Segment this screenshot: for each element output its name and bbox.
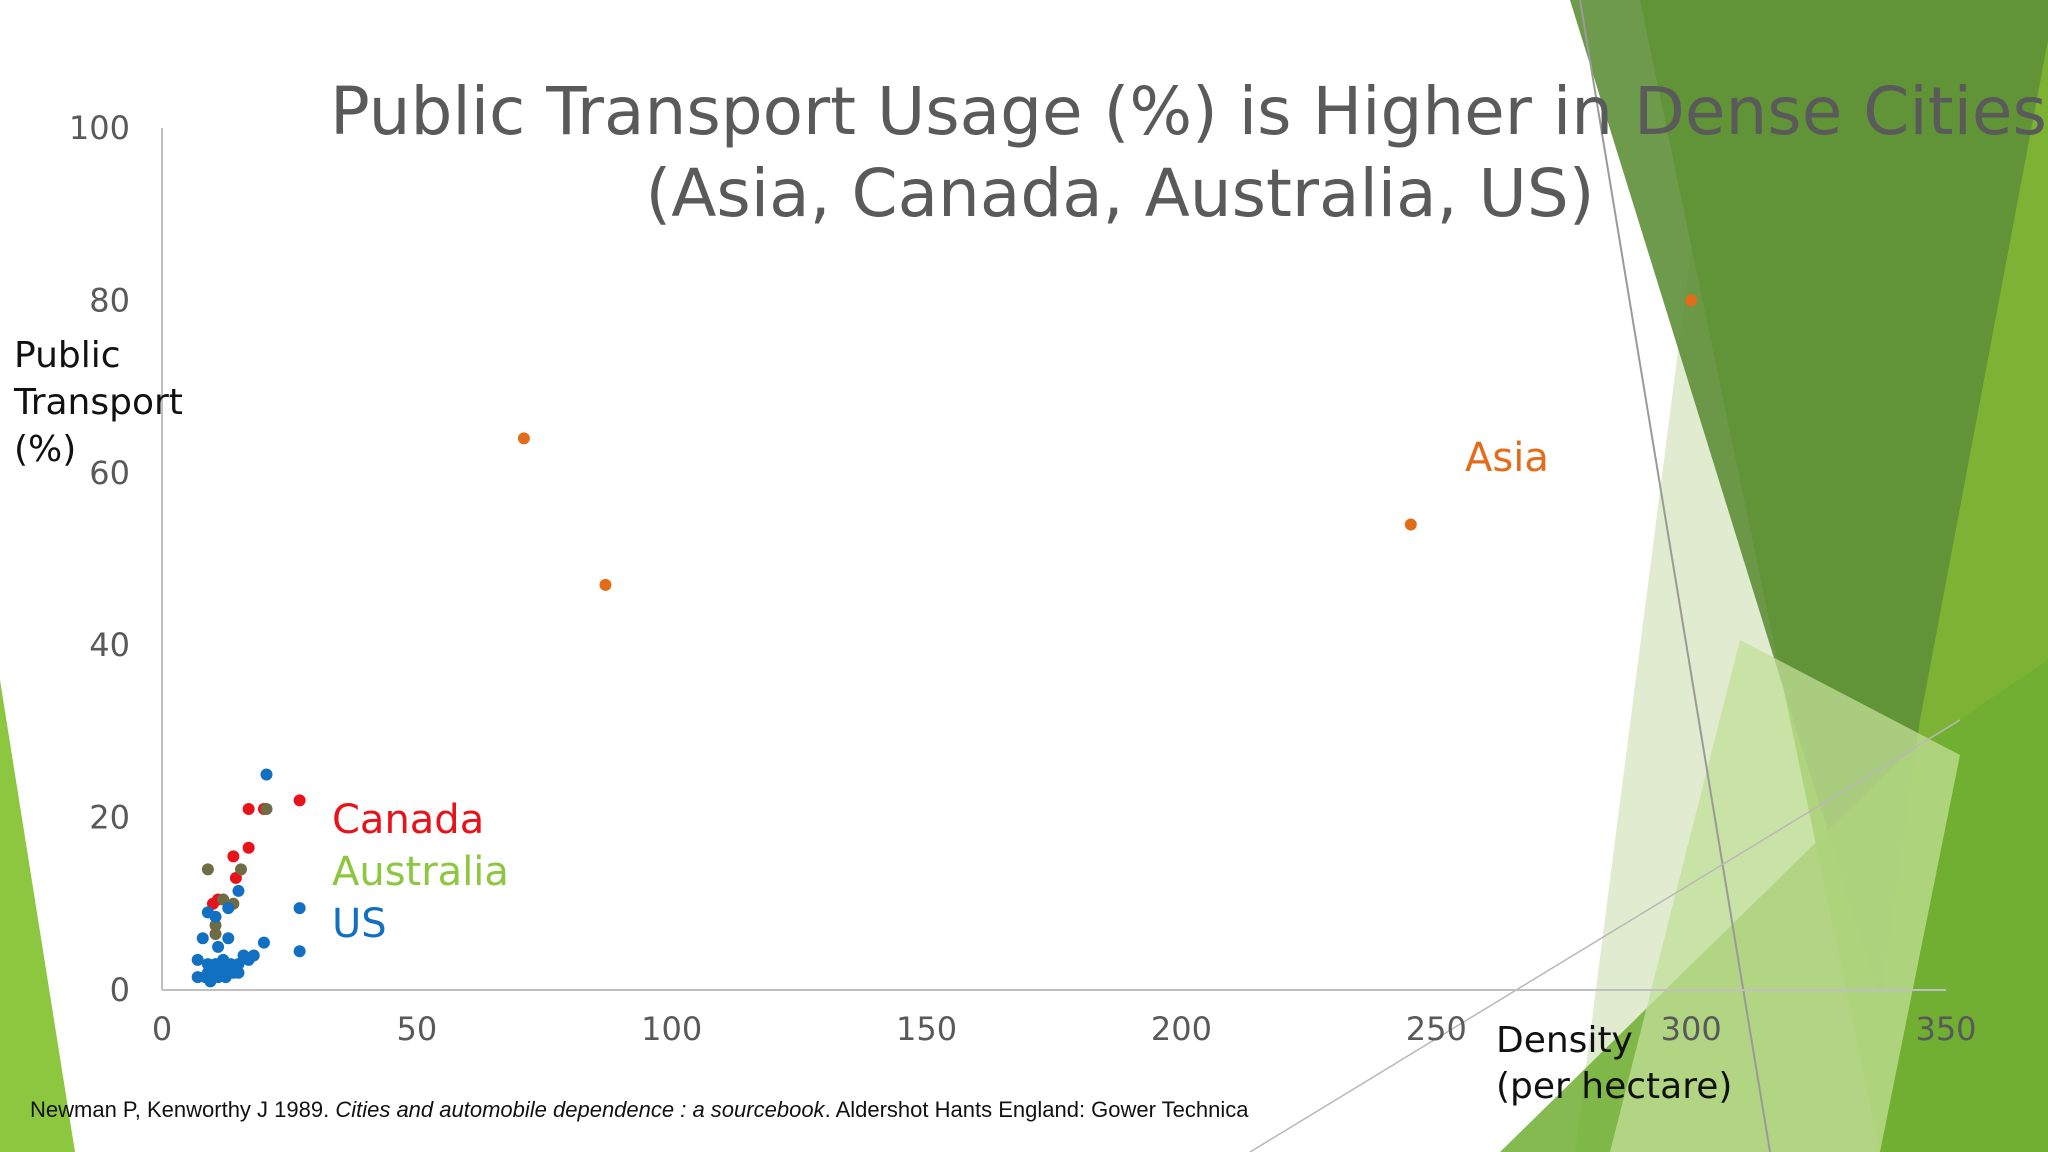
annotation-us: US: [332, 901, 387, 947]
data-point-us: [222, 902, 235, 915]
x-axis-label-line-1: Density: [1496, 1020, 1633, 1061]
annotation-canada: Canada: [332, 797, 484, 843]
citation: Newman P, Kenworthy J 1989. Cities and a…: [30, 1097, 1249, 1123]
data-point-us: [209, 910, 222, 923]
data-point-asia: [1404, 518, 1417, 531]
citation-work: Cities and automobile dependence : a sou…: [335, 1097, 825, 1122]
data-point-australia: [260, 802, 273, 815]
y-axis-label-line-1: Public: [14, 335, 121, 376]
thin-diagonal-line: [1579, 0, 1771, 1152]
thin-diagonal-line-2: [1249, 719, 1961, 1152]
y-tick-label: 20: [89, 799, 130, 837]
x-tick-label: 200: [1151, 1010, 1212, 1048]
data-point-australia: [201, 863, 214, 876]
citation-authors: Newman P, Kenworthy J 1989.: [30, 1097, 330, 1122]
x-tick-label: 0: [152, 1010, 172, 1048]
x-tick-label: 350: [1915, 1010, 1976, 1048]
series-asia: [517, 294, 1698, 591]
data-point-asia: [1685, 294, 1698, 307]
x-axis-label-line-2: (per hectare): [1496, 1066, 1733, 1107]
data-point-canada: [242, 841, 255, 854]
x-tick-label: 150: [896, 1010, 957, 1048]
y-axis-label-line-3: (%): [14, 429, 77, 470]
y-tick-label: 0: [110, 971, 130, 1009]
annotation-asia: Asia: [1465, 435, 1549, 481]
citation-publisher: . Aldershot Hants England: Gower Technic…: [824, 1097, 1249, 1122]
chart-title-line-2: (Asia, Canada, Australia, US): [645, 155, 1595, 232]
x-tick-label: 50: [396, 1010, 437, 1048]
data-point-us: [232, 884, 245, 897]
y-tick-label: 100: [69, 109, 130, 147]
green-shape-dark-band: [1570, 0, 2048, 1000]
series-us: [191, 768, 306, 988]
y-tick-label: 40: [89, 626, 130, 664]
data-point-us: [257, 936, 270, 949]
green-shape-left: [0, 680, 75, 1152]
data-point-us: [219, 971, 232, 984]
data-point-asia: [599, 578, 612, 591]
series-canada: [206, 794, 306, 910]
data-point-us: [232, 966, 245, 979]
data-point-australia: [209, 919, 222, 932]
data-point-us: [222, 932, 235, 945]
green-shape-light-front: [1610, 640, 1960, 1152]
data-point-us: [293, 902, 306, 915]
data-point-canada: [242, 802, 255, 815]
data-point-australia: [209, 927, 222, 940]
data-points: [191, 294, 1698, 988]
data-point-australia: [235, 863, 248, 876]
data-point-us: [212, 940, 225, 953]
annotation-australia: Australia: [332, 849, 509, 895]
series-australia: [201, 802, 273, 940]
data-point-us: [293, 945, 306, 958]
data-point-us: [196, 932, 209, 945]
data-point-us: [260, 768, 273, 781]
x-tick-label: 100: [641, 1010, 702, 1048]
x-tick-label: 300: [1661, 1010, 1722, 1048]
y-tick-label: 60: [89, 454, 130, 492]
data-point-us: [247, 949, 260, 962]
x-axis-ticks: 0 50 100 150 200 250 300 350: [152, 1010, 1977, 1048]
data-point-canada: [227, 850, 240, 863]
y-tick-label: 80: [89, 281, 130, 319]
data-point-us: [206, 971, 219, 984]
chart-title-line-1: Public Transport Usage (%) is Higher in …: [330, 73, 2047, 150]
x-tick-label: 250: [1406, 1010, 1467, 1048]
y-axis-ticks: 0 20 40 60 80 100: [69, 109, 130, 1009]
data-point-canada: [293, 794, 306, 807]
data-point-us: [191, 953, 204, 966]
y-axis-label-line-2: Transport: [14, 382, 183, 423]
data-point-asia: [517, 432, 530, 445]
